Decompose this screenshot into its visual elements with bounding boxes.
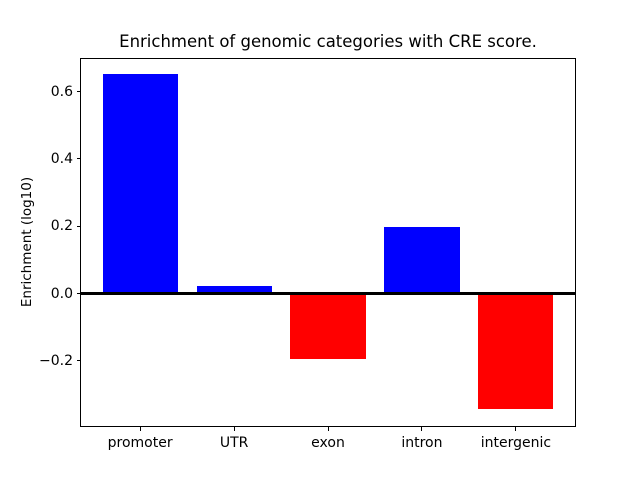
x-tick bbox=[233, 427, 235, 431]
x-tick bbox=[421, 427, 423, 431]
bar-intron bbox=[384, 227, 460, 294]
plot-area bbox=[80, 58, 576, 427]
y-tick-label: 0.6 bbox=[50, 83, 73, 100]
y-tick bbox=[76, 158, 80, 160]
y-tick bbox=[76, 225, 80, 227]
y-tick-label: −0.2 bbox=[39, 352, 73, 369]
y-tick-label: 0.4 bbox=[50, 150, 73, 167]
x-tick bbox=[327, 427, 329, 431]
x-tick bbox=[515, 427, 517, 431]
chart-title: Enrichment of genomic categories with CR… bbox=[119, 32, 537, 51]
bar-exon bbox=[290, 293, 366, 359]
y-tick bbox=[76, 91, 80, 93]
x-tick-label-exon: exon bbox=[311, 435, 345, 451]
y-tick bbox=[76, 360, 80, 362]
x-tick-label-intron: intron bbox=[401, 435, 443, 451]
bar-UTR bbox=[196, 285, 272, 294]
zero-baseline bbox=[81, 292, 575, 295]
y-tick-label: 0.0 bbox=[50, 285, 73, 302]
y-tick bbox=[76, 293, 80, 294]
bar-promoter bbox=[102, 74, 178, 294]
x-tick-label-promoter: promoter bbox=[107, 435, 173, 451]
y-tick-label: 0.2 bbox=[50, 218, 73, 235]
x-tick-label-intergenic: intergenic bbox=[480, 435, 552, 451]
x-tick bbox=[139, 427, 141, 431]
bar-intergenic bbox=[478, 293, 554, 409]
x-tick-label-UTR: UTR bbox=[219, 435, 249, 451]
